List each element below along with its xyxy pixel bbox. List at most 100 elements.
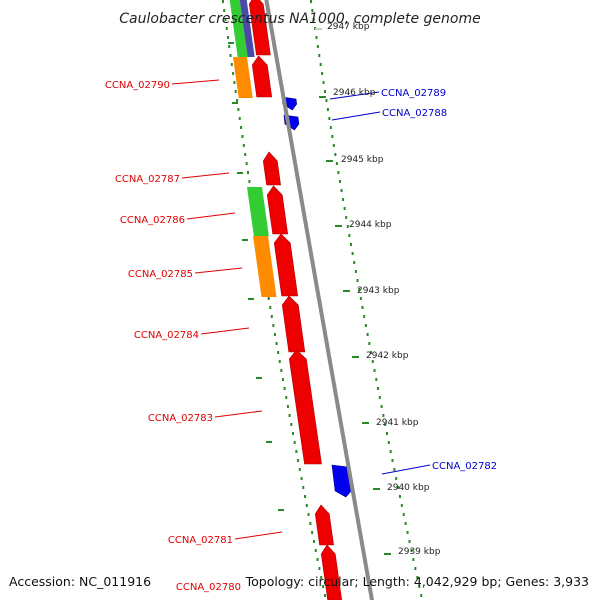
- ring-dot: [354, 270, 357, 273]
- tick-marks: [315, 28, 391, 555]
- ring-dot: [238, 117, 241, 120]
- ring-dot: [311, 531, 314, 534]
- ring-dot: [391, 459, 394, 462]
- ring-dot: [385, 432, 388, 435]
- ring-dot: [288, 414, 291, 417]
- ring-dot: [224, 18, 227, 21]
- genome-backbone: [264, 0, 374, 600]
- leader-line: [381, 464, 431, 475]
- ring-dot: [404, 522, 407, 525]
- ring-dot: [318, 567, 321, 570]
- ring-dot: [225, 27, 228, 30]
- ring-dot: [241, 135, 244, 138]
- ring-dot: [412, 558, 415, 561]
- gene-ccna-02787: [262, 151, 281, 186]
- leader-line: [200, 327, 250, 335]
- tick-label: 2946 kbp: [333, 88, 376, 98]
- gene-ccna-02785: [273, 233, 299, 297]
- ring-dot: [295, 450, 298, 453]
- cog-features: [229, 0, 277, 297]
- gene-ccna-02784: [281, 295, 306, 353]
- ring-dot: [378, 396, 381, 399]
- tick-mark: [373, 488, 380, 490]
- genome-summary-text: Topology: circular; Length: 4,042,929 bp…: [245, 574, 589, 589]
- ring-dot: [326, 108, 329, 111]
- tick-mark: [315, 28, 322, 30]
- ring-dot: [331, 135, 334, 138]
- ring-dot: [356, 279, 359, 282]
- gene-label-ccna-02790: CCNA_02790: [105, 80, 170, 91]
- ring-dot: [337, 171, 340, 174]
- ring-dot: [223, 9, 226, 12]
- ring-dot: [342, 198, 345, 201]
- ring-dot: [242, 144, 245, 147]
- gene-ccna-02783: [288, 349, 322, 465]
- gene-ccna-02790: [251, 55, 273, 98]
- ring-dot: [397, 486, 400, 489]
- ring-dash: [278, 509, 284, 511]
- leader-line: [214, 410, 263, 418]
- cog-green: [229, 0, 248, 57]
- ring-dot: [300, 477, 303, 480]
- gene-label-ccna-02780: CCNA_02780: [176, 582, 241, 593]
- ring-dot: [322, 585, 325, 588]
- ring-dot: [309, 522, 312, 525]
- ring-dot: [316, 558, 319, 561]
- ring-dot: [346, 225, 349, 228]
- ring-dot: [387, 441, 390, 444]
- ring-dash: [242, 239, 248, 241]
- leader-line: [234, 531, 283, 540]
- ring-dot: [375, 378, 378, 381]
- reverse-gene-labels: CCNA_02790 CCNA_02787 CCNA_02786 CCNA_02…: [105, 80, 241, 593]
- leader-line: [329, 91, 380, 100]
- ring-dot: [229, 54, 232, 57]
- ring-dot: [297, 459, 300, 462]
- tick-label: 2941 kbp: [376, 418, 419, 428]
- ring-dot: [314, 549, 317, 552]
- tick-label: 2942 kbp: [366, 351, 409, 361]
- ring-dot: [361, 306, 364, 309]
- ring-dot: [366, 333, 369, 336]
- ring-dot: [322, 81, 325, 84]
- ring-dot: [343, 207, 346, 210]
- ring-dot: [371, 360, 374, 363]
- gene-label-ccna-02788: CCNA_02788: [382, 108, 447, 119]
- gene-label-ccna-02781: CCNA_02781: [168, 535, 233, 546]
- ring-dot: [323, 90, 326, 93]
- ring-dot: [275, 342, 278, 345]
- ring-dot: [285, 396, 288, 399]
- ring-dot: [228, 45, 231, 48]
- ring-dot: [402, 513, 405, 516]
- gene-ccna-02786: [266, 185, 289, 235]
- gene-label-ccna-02783: CCNA_02783: [148, 413, 213, 424]
- dotted-ring-inner: [222, 0, 326, 597]
- ring-dash: [248, 298, 254, 300]
- ring-dot: [418, 585, 421, 588]
- ring-dot: [420, 594, 423, 597]
- ring-dot: [230, 63, 233, 66]
- forward-gene-labels: CCNA_02789 CCNA_02788 CCNA_02782: [381, 88, 497, 472]
- ring-dot: [248, 180, 251, 183]
- ring-dot: [363, 315, 366, 318]
- ring-dot: [359, 297, 362, 300]
- ring-dot: [247, 171, 250, 174]
- ring-dot: [389, 450, 392, 453]
- ring-dot: [384, 423, 387, 426]
- ring-dot: [305, 504, 308, 507]
- ring-dash: [266, 441, 272, 443]
- gene-ccna-02782: [331, 464, 352, 498]
- cog-purple: [239, 0, 255, 57]
- ring-dot: [272, 324, 275, 327]
- ring-dot: [340, 189, 343, 192]
- ring-dot: [291, 432, 294, 435]
- ring-dot: [237, 108, 240, 111]
- ring-dot: [283, 387, 286, 390]
- ring-dot: [312, 18, 315, 21]
- ring-dot: [236, 99, 239, 102]
- ring-dot: [323, 594, 326, 597]
- map-title: Caulobacter crescentus NA1000, complete …: [119, 11, 480, 27]
- ring-dot: [234, 90, 237, 93]
- ring-dot: [368, 342, 371, 345]
- ring-dot: [290, 423, 293, 426]
